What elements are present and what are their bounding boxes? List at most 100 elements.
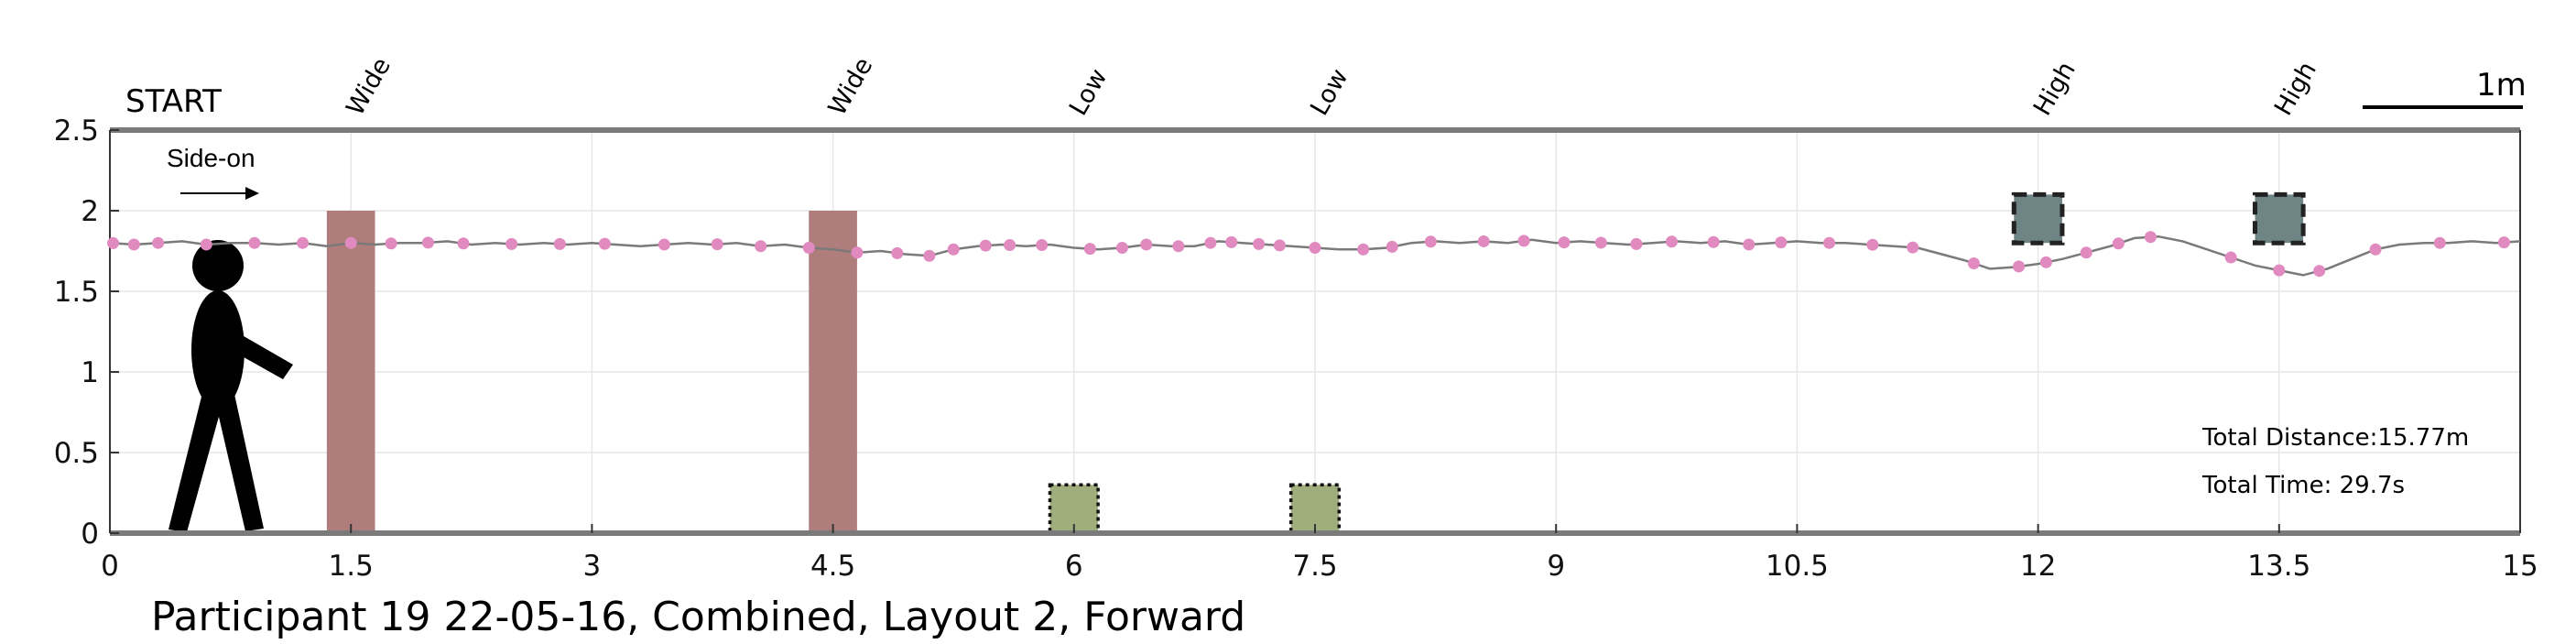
trajectory-point: [248, 236, 261, 249]
x-tick-label: 7.5: [1292, 550, 1337, 583]
trajectory-point: [658, 238, 670, 251]
trajectory-point: [457, 237, 470, 250]
obstacle-label-1: Wide: [341, 53, 397, 121]
start-label: START: [125, 83, 222, 120]
obstacle-labels: Wide Wide Low Low High High: [341, 53, 2321, 121]
total-time: Total Time: 29.7s: [2201, 472, 2405, 499]
trajectory-point: [1083, 243, 1096, 256]
walker-figure: [168, 240, 293, 532]
x-tick-label: 4.5: [810, 550, 855, 583]
obstacle-label-2: Wide: [823, 53, 879, 121]
trajectory-point: [505, 237, 518, 250]
direction-label: Side-on: [167, 144, 255, 172]
trajectory-point: [2369, 243, 2382, 256]
trajectory-point: [2497, 236, 2510, 249]
walker-head: [192, 240, 244, 291]
trajectory-point: [1004, 239, 1016, 252]
trajectory-point: [2080, 246, 2092, 259]
x-tick-label: 15: [2502, 550, 2538, 583]
trajectory-point: [2273, 264, 2286, 277]
trajectory-point: [297, 236, 310, 249]
obstacle-high-6: [2252, 191, 2306, 246]
x-tick-label: 6: [1065, 550, 1083, 583]
y-tick-label: 1.5: [54, 276, 99, 309]
x-tick-label: 1.5: [329, 550, 374, 583]
obstacle-label-4: Low: [1305, 64, 1353, 121]
trajectory-point: [1517, 235, 1530, 247]
trajectory-point: [2039, 256, 2052, 268]
trajectory-point: [923, 249, 936, 262]
y-tick-label: 2.5: [54, 115, 99, 147]
trajectory-point: [1204, 236, 1217, 249]
y-tick-label: 2: [81, 195, 99, 228]
trajectory-point: [1743, 238, 1755, 251]
trajectory-point: [1558, 236, 1571, 249]
trajectory-point: [1386, 240, 1398, 253]
trajectory-point: [553, 237, 566, 250]
trajectory-point: [891, 246, 904, 259]
x-tick-label: 13.5: [2247, 550, 2310, 583]
trajectory-point: [979, 239, 992, 252]
trajectory-point: [1424, 235, 1437, 248]
x-tick-label: 0: [101, 550, 119, 583]
trajectory-point: [2144, 231, 2157, 244]
trajectory-point: [1907, 241, 1919, 254]
trajectory-point: [127, 238, 140, 251]
trajectory-point: [344, 236, 357, 249]
scale-label: 1m: [2476, 67, 2527, 104]
grid-lines: [109, 129, 2521, 534]
trajectory-point: [1594, 236, 1607, 249]
walker-arm: [224, 330, 293, 379]
trajectory-point: [1822, 236, 1835, 249]
trajectory-point: [851, 246, 864, 259]
trajectory-point: [1707, 235, 1720, 248]
trajectory-point: [1309, 241, 1321, 254]
walker-torso: [191, 290, 245, 409]
trajectory-point: [1172, 240, 1185, 253]
trajectory-point: [200, 238, 212, 251]
trajectory-point: [385, 237, 397, 250]
y-tick-label: 0: [81, 518, 99, 551]
trajectory-point: [107, 236, 120, 249]
trajectory-point: [1967, 257, 1980, 269]
obstacle-label-6: High: [2269, 57, 2322, 120]
trajectory-point: [711, 238, 723, 251]
walker-right-leg: [212, 386, 264, 531]
y-tick-label: 1: [81, 356, 99, 389]
trajectory-point: [802, 241, 815, 254]
trajectory-point: [1225, 235, 1238, 248]
total-distance: Total Distance:15.77m: [2201, 424, 2469, 452]
x-tick-label: 12: [2020, 550, 2056, 583]
y-tick-label: 0.5: [54, 437, 99, 470]
trajectory-point: [1115, 241, 1128, 254]
trajectory-point: [1357, 243, 1370, 256]
x-tick-label: 9: [1547, 550, 1565, 583]
x-tick-label: 10.5: [1766, 550, 1829, 583]
obstacle-wide-1: [326, 211, 375, 533]
chart-caption: Participant 19 22-05-16, Combined, Layou…: [151, 594, 1245, 640]
trajectory-point: [1775, 236, 1788, 249]
trajectory-point: [755, 240, 767, 253]
trajectory-point: [2313, 265, 2326, 278]
trajectory-series: [107, 231, 2521, 278]
trajectory-point: [2013, 260, 2026, 273]
walker-left-leg: [168, 389, 224, 532]
trajectory-point: [1273, 239, 1286, 252]
trajectory-point: [1866, 238, 1879, 251]
trajectory-point: [1630, 237, 1643, 250]
trajectory-point: [947, 243, 960, 256]
trajectory-point: [1477, 235, 1490, 247]
trajectory-point: [2112, 237, 2125, 250]
trajectory-point: [1666, 235, 1679, 248]
trajectory-point: [1036, 239, 1049, 252]
trajectory-point: [2433, 236, 2446, 249]
x-tick-label: 3: [583, 550, 602, 583]
trajectory-point: [1140, 238, 1153, 251]
trajectory-point: [598, 237, 611, 250]
trajectory-point: [2224, 251, 2237, 264]
trajectory-point: [1253, 237, 1266, 250]
tick-labels: 0 1.5 3 4.5 6 7.5 9 10.5 12 13.5 15 0 0.5 1 1.5 2 2.5: [54, 115, 2538, 583]
obstacle-label-5: High: [2028, 57, 2081, 120]
trajectory-point: [152, 236, 165, 249]
